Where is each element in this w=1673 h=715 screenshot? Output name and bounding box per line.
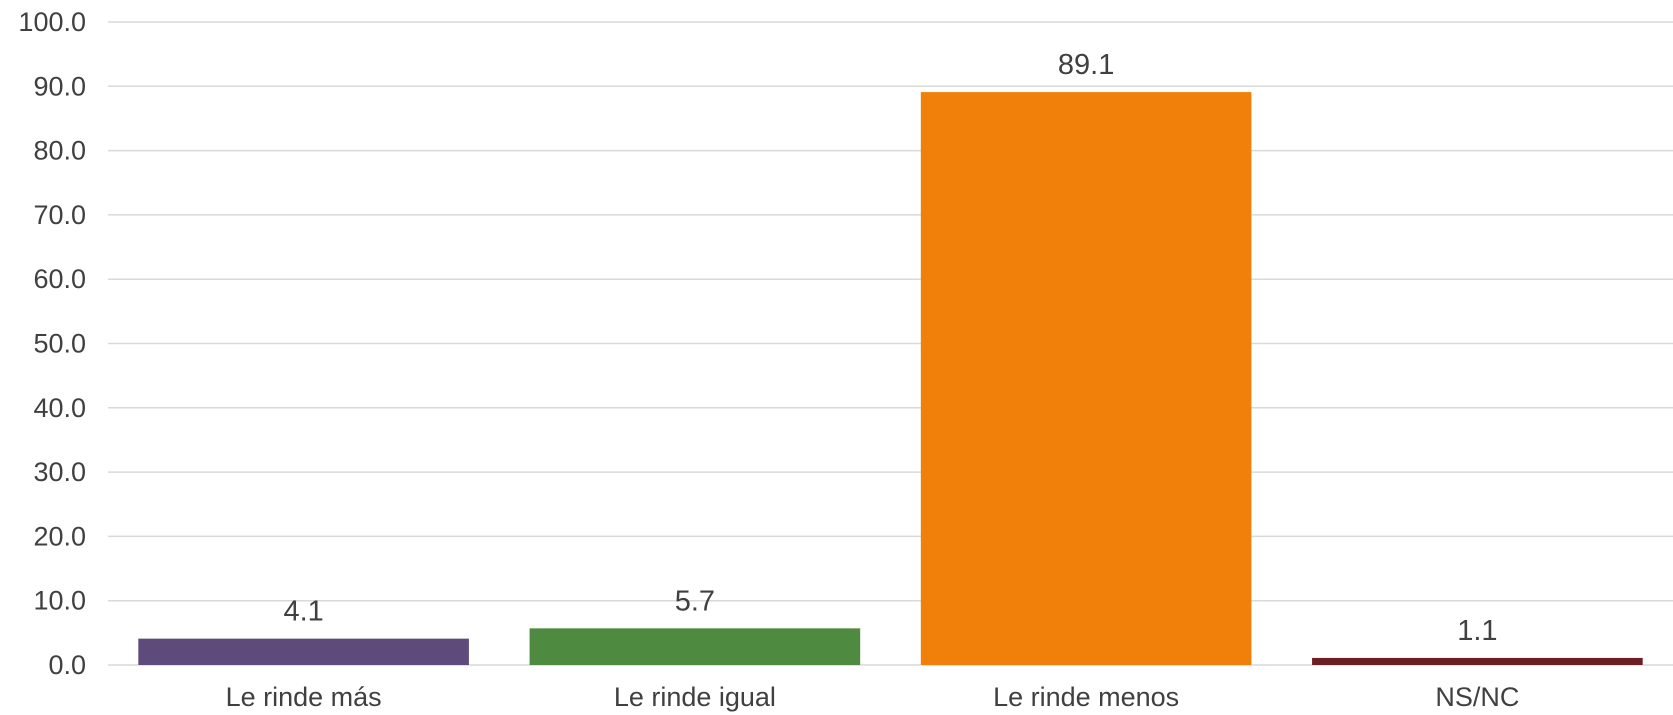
y-axis-tick-labels: 0.0 10.0 20.0 30.0 40.0 50.0 60.0 70.0 80.0 90.0 1…	[18, 7, 86, 680]
y-tick-label: 60.0	[33, 264, 86, 294]
data-label: 5.7	[675, 585, 715, 617]
y-tick-label: 10.0	[33, 586, 86, 616]
x-axis-category-labels: Le rinde más Le rinde igual Le rinde menos…	[226, 682, 1520, 712]
y-tick-label: 40.0	[33, 393, 86, 423]
y-tick-label: 100.0	[18, 7, 86, 37]
x-category-label: NS/NC	[1435, 682, 1519, 712]
x-category-label: Le rinde más	[226, 682, 382, 712]
bar-4	[1312, 657, 1643, 665]
bar-2	[529, 628, 861, 665]
data-label: 4.1	[283, 596, 323, 628]
bars	[138, 92, 1643, 666]
gridlines	[108, 21, 1673, 666]
x-category-label: Le rinde menos	[993, 682, 1179, 712]
y-tick-label: 50.0	[33, 329, 86, 359]
y-tick-label: 70.0	[33, 200, 86, 230]
y-tick-label: 80.0	[33, 136, 86, 166]
y-tick-label: 0.0	[48, 650, 86, 680]
bar-1	[138, 638, 469, 665]
y-tick-label: 20.0	[33, 521, 86, 551]
x-category-label: Le rinde igual	[614, 682, 776, 712]
y-tick-label: 90.0	[33, 71, 86, 101]
data-labels: 4.1 5.7 89.1 1.1	[283, 49, 1497, 647]
data-label: 1.1	[1457, 615, 1497, 647]
bar-3	[920, 92, 1252, 666]
y-tick-label: 30.0	[33, 457, 86, 487]
data-label: 89.1	[1058, 49, 1114, 81]
